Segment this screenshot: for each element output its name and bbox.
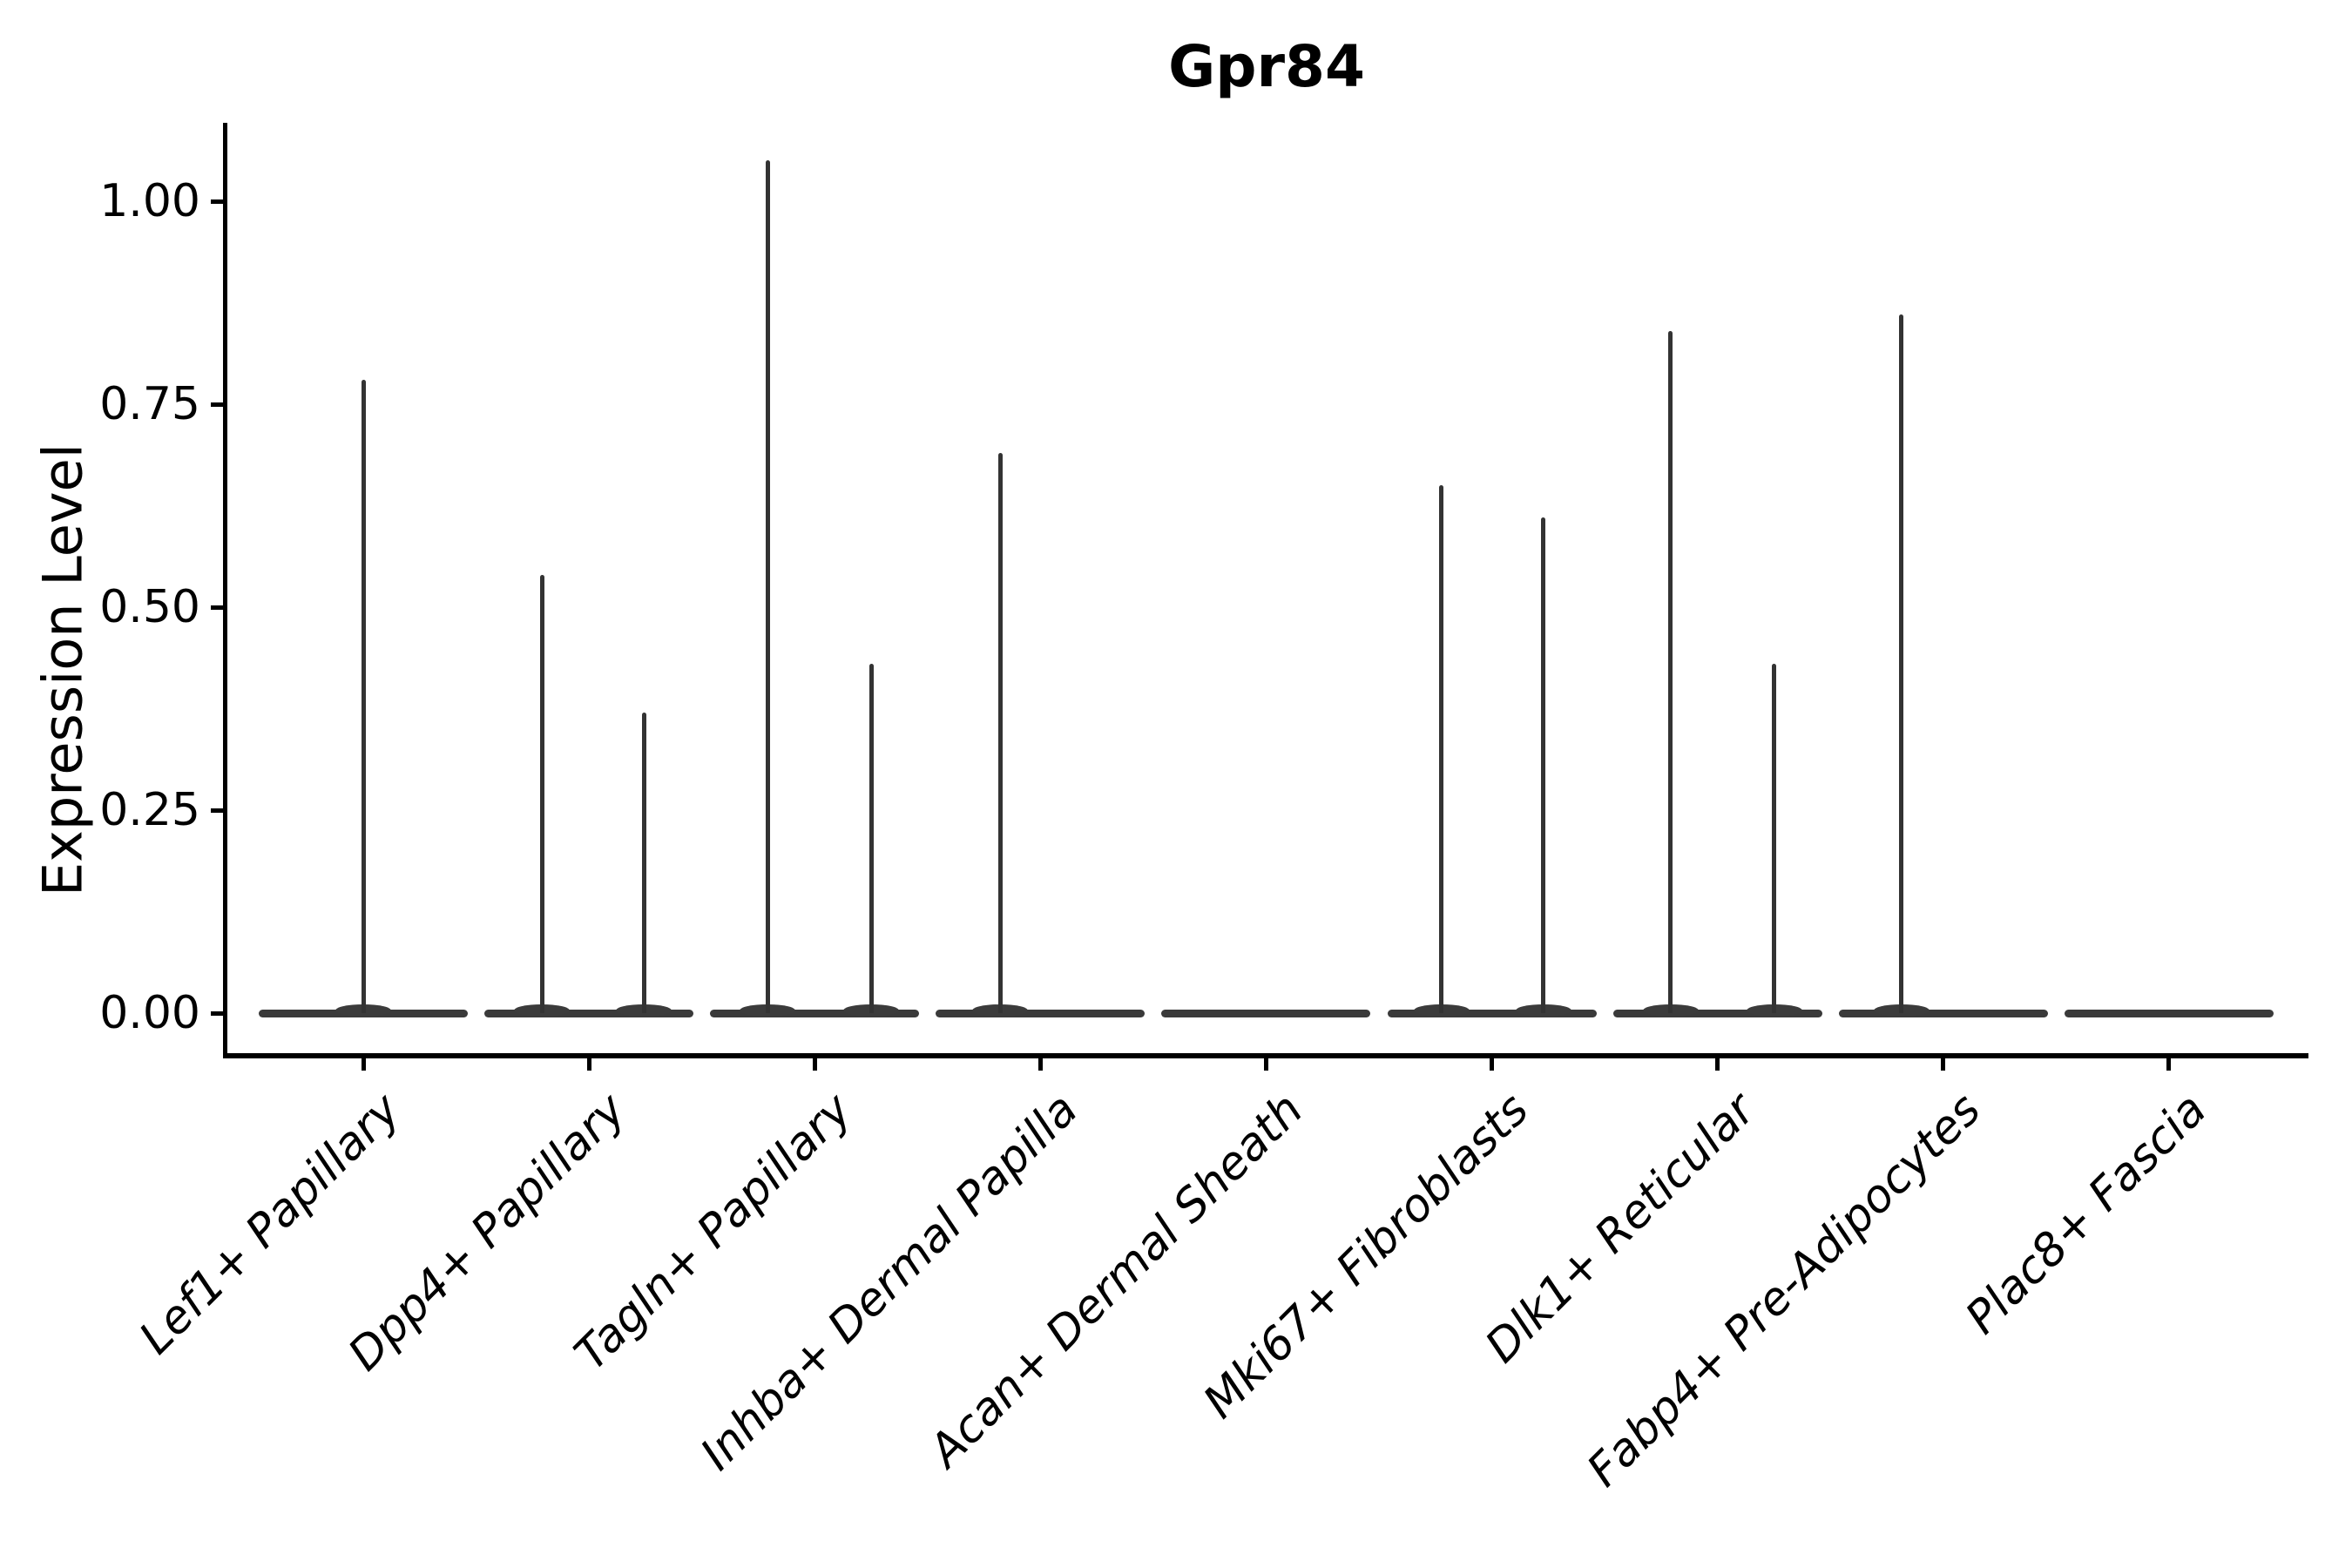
x-tick-label: Fabp4+ Pre-Adipocytes xyxy=(1577,1083,1991,1497)
violin-spike xyxy=(641,713,646,1013)
violin-body xyxy=(1838,1009,2048,1017)
violin-body xyxy=(2064,1009,2274,1017)
y-tick-label: 1.00 xyxy=(99,175,200,227)
x-tick-label: Inhba+ Dermal Papilla xyxy=(690,1083,1088,1481)
violin-body xyxy=(1387,1009,1597,1017)
x-tick-mark xyxy=(1263,1054,1268,1071)
x-tick-label: Plac8+ Fascia xyxy=(1955,1083,2217,1345)
y-tick-mark xyxy=(211,402,225,407)
violin-body xyxy=(710,1009,920,1017)
y-tick-mark xyxy=(211,605,225,610)
x-tick-mark xyxy=(1037,1054,1043,1071)
violin-spike xyxy=(1541,517,1545,1013)
y-tick-mark xyxy=(211,1010,225,1016)
violin-body xyxy=(936,1009,1146,1017)
x-tick-mark xyxy=(812,1054,817,1071)
violin-body xyxy=(484,1009,694,1017)
violin-spike xyxy=(765,160,770,1013)
y-tick-label: 0.00 xyxy=(99,987,200,1039)
x-tick-mark xyxy=(1715,1054,1720,1071)
y-tick-label: 0.25 xyxy=(99,784,200,836)
violin-spike xyxy=(1772,664,1777,1013)
y-tick-label: 0.50 xyxy=(99,581,200,633)
x-tick-mark xyxy=(1490,1054,1494,1071)
violin-spike xyxy=(868,664,874,1013)
x-tick-label: Acan+ Dermal Sheath xyxy=(919,1083,1314,1477)
violin-spike xyxy=(539,574,544,1013)
plot-title: Gpr84 xyxy=(1168,33,1365,100)
x-tick-mark xyxy=(586,1054,591,1071)
violin-body xyxy=(1161,1009,1371,1017)
x-tick-mark xyxy=(361,1054,366,1071)
violin-spike xyxy=(361,380,366,1013)
y-tick-label: 0.75 xyxy=(99,378,200,430)
x-tick-mark xyxy=(1941,1054,1946,1071)
y-tick-mark xyxy=(211,199,225,204)
violin-spike xyxy=(1668,331,1673,1013)
y-tick-mark xyxy=(211,808,225,813)
violin-spike xyxy=(1439,485,1443,1013)
x-tick-mark xyxy=(2166,1054,2172,1071)
y-axis-line xyxy=(223,123,227,1058)
violin-spike xyxy=(997,452,1003,1013)
violin-body xyxy=(1612,1009,1822,1017)
violin-spike xyxy=(1899,314,1904,1013)
